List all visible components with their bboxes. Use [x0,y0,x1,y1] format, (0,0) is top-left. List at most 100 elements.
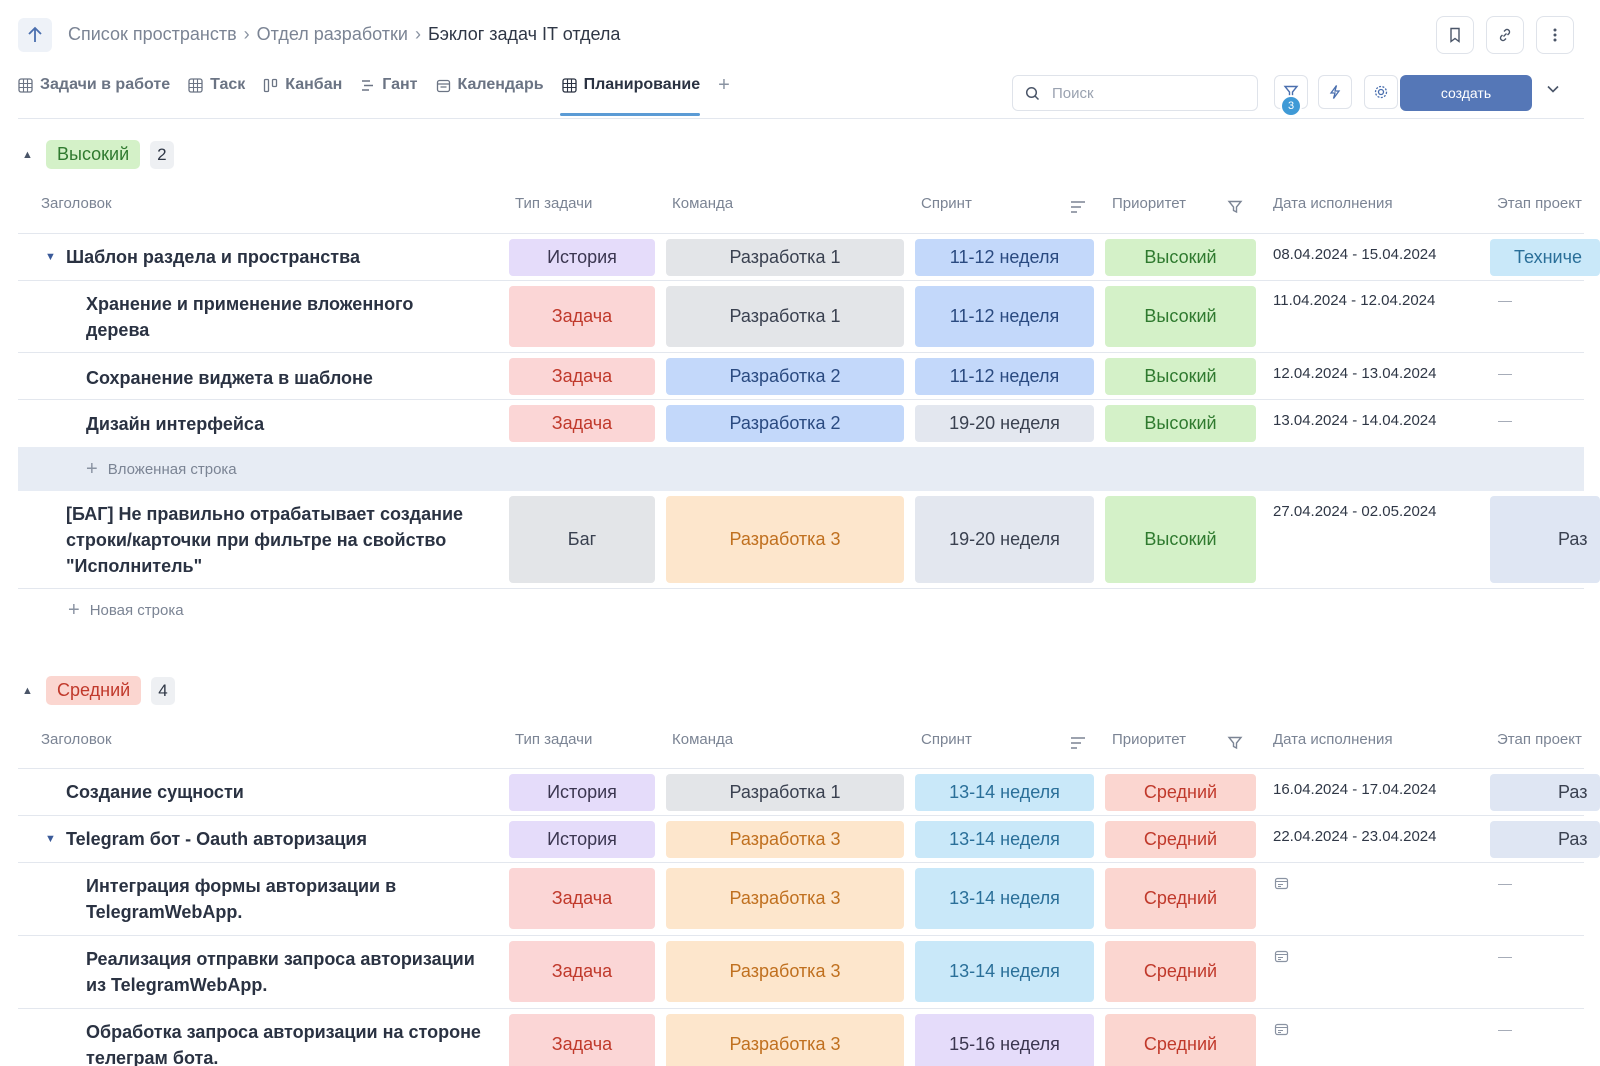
team-chip[interactable]: Разработка 3 [666,821,904,858]
sort-icon[interactable] [1070,736,1086,750]
sprint-chip[interactable]: 13-14 неделя [915,821,1094,858]
team-chip[interactable]: Разработка 3 [666,941,904,1002]
col-due-date[interactable]: Дата исполнения [1273,731,1393,748]
col-sprint[interactable]: Спринт [921,195,972,212]
type-chip[interactable]: Баг [509,496,655,583]
add-nested-row[interactable] [18,447,1584,491]
group-header-high[interactable]: ▲ Высокий 2 [22,140,174,169]
col-title[interactable]: Заголовок [41,731,112,748]
table-row[interactable]: Обработка запроса авторизации на стороне… [0,1009,1600,1066]
due-date[interactable]: 22.04.2024 - 23.04.2024 [1273,828,1437,845]
priority-chip[interactable]: Высокий [1105,358,1256,395]
col-priority[interactable]: Приоритет [1112,731,1186,748]
breadcrumb-item-spaces[interactable]: Список пространств [68,24,237,44]
calendar-icon[interactable] [1274,1022,1290,1037]
col-team[interactable]: Команда [672,731,734,748]
sprint-chip[interactable]: 15-16 неделя [915,1014,1094,1066]
col-type[interactable]: Тип задачи [515,195,593,212]
bookmark-button[interactable] [1436,16,1474,54]
team-chip[interactable]: Разработка 1 [666,774,904,811]
task-title[interactable]: Обработка запроса авторизации на стороне… [86,1022,481,1066]
automation-button[interactable] [1318,75,1352,109]
team-chip[interactable]: Разработка 2 [666,358,904,395]
sprint-chip[interactable]: 11-12 неделя [915,286,1094,347]
type-chip[interactable]: Задача [509,868,655,929]
col-stage[interactable]: Этап проект [1497,731,1582,748]
stage-empty[interactable]: — [1498,948,1512,964]
stage-empty[interactable]: — [1498,365,1512,381]
type-chip[interactable]: Задача [509,286,655,347]
priority-chip[interactable]: Высокий [1105,496,1256,583]
create-dropdown-button[interactable] [1546,82,1560,101]
type-chip[interactable]: История [509,821,655,858]
settings-button[interactable] [1364,75,1398,109]
team-chip[interactable]: Разработка 1 [666,239,904,276]
sprint-chip[interactable]: 13-14 неделя [915,941,1094,1002]
task-title[interactable]: Реализация отправки запроса авторизации … [86,949,475,995]
priority-chip[interactable]: Средний [1105,821,1256,858]
priority-chip[interactable]: Средний [1105,941,1256,1002]
col-title[interactable]: Заголовок [41,195,112,212]
sprint-chip[interactable]: 13-14 неделя [915,774,1094,811]
priority-chip[interactable]: Средний [1105,868,1256,929]
stage-empty[interactable]: — [1498,292,1512,308]
team-chip[interactable]: Разработка 3 [666,1014,904,1066]
task-title[interactable]: [БАГ] Не правильно отрабатывает создание… [66,504,464,576]
col-due-date[interactable]: Дата исполнения [1273,195,1393,212]
add-view-button[interactable]: + [718,73,730,97]
col-stage[interactable]: Этап проект [1497,195,1582,212]
priority-chip[interactable]: Средний [1105,1014,1256,1066]
stage-empty[interactable]: — [1498,1021,1512,1037]
stage-empty[interactable]: — [1498,875,1512,891]
stage-chip[interactable]: Раз [1490,774,1600,811]
sprint-chip[interactable]: 11-12 неделя [915,358,1094,395]
due-date[interactable]: 11.04.2024 - 12.04.2024 [1273,292,1436,309]
sprint-chip[interactable]: 13-14 неделя [915,868,1094,929]
stage-chip[interactable]: Раз [1490,821,1600,858]
expand-caret-icon[interactable]: ▼ [45,833,56,845]
tab-planning[interactable]: Планирование [559,73,700,116]
filter-icon[interactable] [1227,735,1243,751]
calendar-icon[interactable] [1274,876,1290,891]
team-chip[interactable]: Разработка 3 [666,496,904,583]
task-title[interactable]: Telegram бот - Oauth авторизация [66,829,367,849]
type-chip[interactable]: Задача [509,405,655,442]
type-chip[interactable]: Задача [509,941,655,1002]
due-date[interactable]: 16.04.2024 - 17.04.2024 [1273,781,1437,798]
add-row-button[interactable]: + Новая строка [68,599,184,622]
filter-icon[interactable] [1227,199,1243,215]
priority-chip[interactable]: Высокий [1105,239,1256,276]
type-chip[interactable]: Задача [509,358,655,395]
tab-calendar[interactable]: Календарь [436,73,544,97]
group-header-medium[interactable]: ▲ Средний 4 [22,676,175,705]
sprint-chip[interactable]: 11-12 неделя [915,239,1094,276]
task-title[interactable]: Интеграция формы авторизации в TelegramW… [86,876,397,922]
team-chip[interactable]: Разработка 1 [666,286,904,347]
calendar-icon[interactable] [1274,949,1290,964]
due-date[interactable]: 08.04.2024 - 15.04.2024 [1273,246,1437,263]
due-date[interactable]: 27.04.2024 - 02.05.2024 [1273,503,1437,520]
type-chip[interactable]: Задача [509,1014,655,1066]
collapse-caret-icon[interactable]: ▲ [22,148,33,161]
col-sprint[interactable]: Спринт [921,731,972,748]
type-chip[interactable]: История [509,239,655,276]
copy-link-button[interactable] [1486,16,1524,54]
task-title[interactable]: Создание сущности [66,782,244,802]
collapse-caret-icon[interactable]: ▲ [22,684,33,697]
team-chip[interactable]: Разработка 3 [666,868,904,929]
sprint-chip[interactable]: 19-20 неделя [915,405,1094,442]
due-date[interactable]: 13.04.2024 - 14.04.2024 [1273,412,1437,429]
col-priority[interactable]: Приоритет [1112,195,1186,212]
task-title[interactable]: Дизайн интерфейса [86,414,265,434]
expand-caret-icon[interactable]: ▼ [45,251,56,263]
task-title[interactable]: Хранение и применение вложенного дерева [86,294,414,340]
go-up-button[interactable] [18,18,52,52]
tab-kanban[interactable]: Канбан [263,73,342,97]
priority-chip[interactable]: Высокий [1105,286,1256,347]
tab-gantt[interactable]: Гант [360,73,418,97]
stage-empty[interactable]: — [1498,412,1512,428]
tab-task[interactable]: Таск [188,73,245,97]
sprint-chip[interactable]: 19-20 неделя [915,496,1094,583]
task-title[interactable]: Сохранение виджета в шаблоне [86,368,373,388]
col-team[interactable]: Команда [672,195,734,212]
